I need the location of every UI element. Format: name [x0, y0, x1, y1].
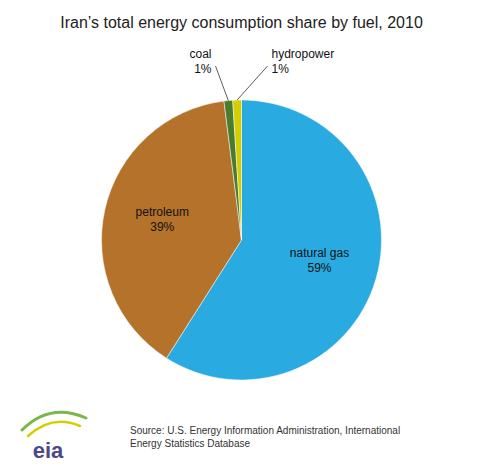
label-value: 59% — [307, 261, 331, 275]
data-label: coal1% — [189, 47, 211, 76]
labels: natural gas59%petroleum39%coal1%hydropow… — [136, 47, 350, 275]
label-value: 1% — [194, 62, 212, 76]
label-name: petroleum — [136, 205, 189, 219]
slice — [102, 101, 242, 358]
label-name: coal — [189, 47, 211, 61]
source-line: Source: U.S. Energy Information Administ… — [130, 425, 400, 436]
data-label: natural gas59% — [290, 246, 349, 275]
chart: Iran’s total energy consumption share by… — [0, 0, 483, 468]
logo: eia — [22, 412, 86, 463]
label-name: hydropower — [272, 47, 335, 61]
leader-line — [216, 66, 229, 101]
source: Source: U.S. Energy Information Administ… — [130, 425, 400, 449]
logo-swoosh — [28, 422, 80, 436]
source-line: Energy Statistics Database — [130, 438, 250, 449]
label-name: natural gas — [290, 246, 349, 260]
slice — [233, 100, 242, 240]
label-value: 39% — [150, 220, 174, 234]
data-label: hydropower1% — [272, 47, 335, 76]
slice — [224, 100, 242, 240]
logo-text: eia — [33, 438, 64, 463]
data-label: petroleum39% — [136, 205, 189, 234]
leader-line — [237, 66, 267, 100]
title: Iran’s total energy consumption share by… — [60, 14, 423, 31]
label-value: 1% — [272, 62, 290, 76]
slices — [102, 100, 382, 380]
